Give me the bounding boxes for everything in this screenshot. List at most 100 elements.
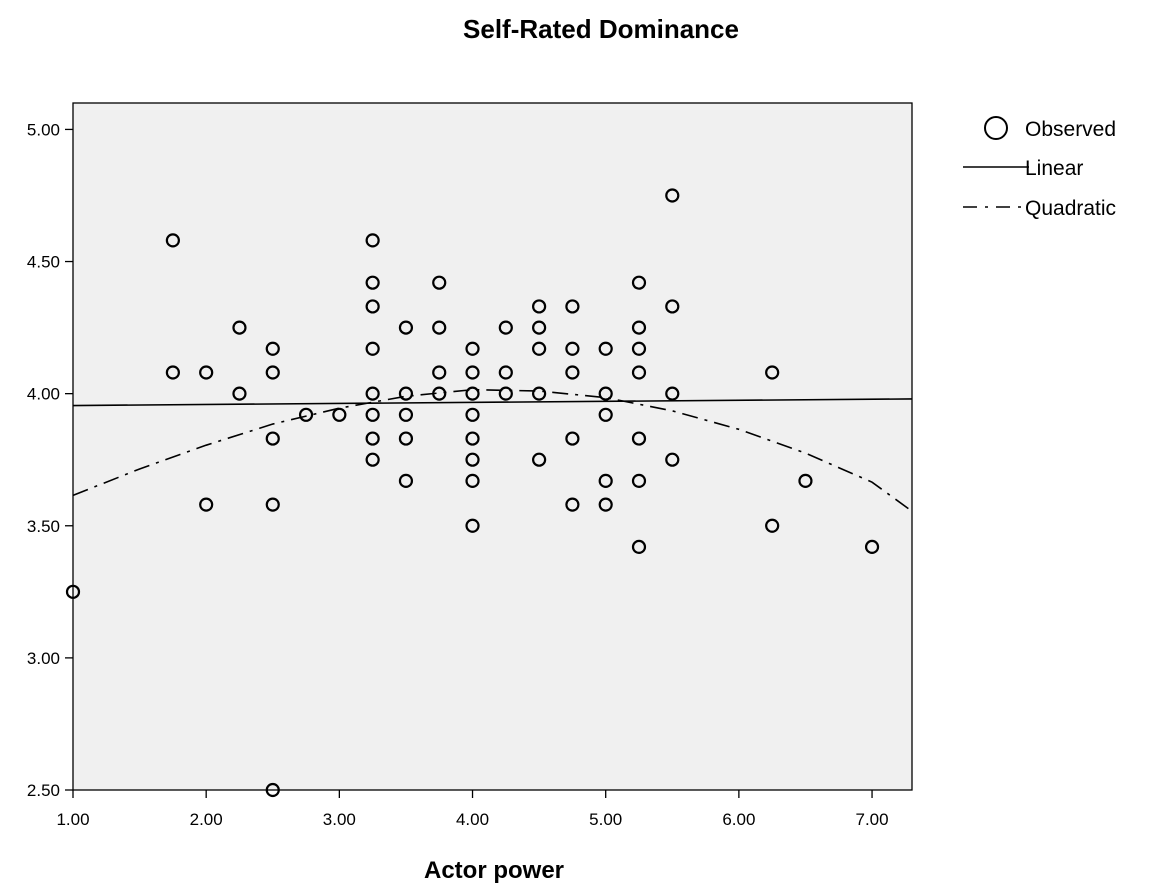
plot-content [73, 388, 912, 512]
observed-point [432, 386, 447, 401]
observed-point [265, 341, 280, 356]
observed-point [565, 497, 580, 512]
observed-point [432, 320, 447, 335]
observed-point [598, 341, 613, 356]
legend-label: Quadratic [1025, 197, 1116, 220]
observed-point [332, 407, 347, 422]
observed-point [598, 407, 613, 422]
x-tick-label: 5.00 [589, 810, 622, 829]
observed-point [665, 188, 680, 203]
y-tick-label: 4.00 [27, 385, 60, 404]
observed-point [565, 365, 580, 380]
observed-point [432, 365, 447, 380]
observed-point [665, 386, 680, 401]
observed-point [631, 275, 647, 290]
observed-point [65, 584, 81, 599]
legend-label: Observed [1025, 118, 1116, 141]
observed-point [765, 365, 780, 380]
observed-point [165, 233, 180, 248]
observed-point [365, 407, 380, 422]
x-tick-label: 6.00 [722, 810, 755, 829]
observed-point [199, 497, 214, 512]
linear-fit-line [73, 398, 912, 407]
observed-point [465, 518, 480, 533]
y-tick-label: 4.50 [27, 253, 60, 272]
observed-point [532, 341, 547, 356]
observed-point [565, 341, 580, 356]
fit-lines [73, 388, 912, 512]
observed-point [498, 320, 513, 335]
observed-point [665, 299, 680, 314]
observed-point [199, 365, 214, 380]
observed-point [665, 452, 680, 467]
observed-point [631, 431, 647, 446]
observed-point [765, 518, 780, 533]
observed-point [465, 452, 480, 467]
x-tick-label: 4.00 [456, 810, 489, 829]
y-tick-label: 5.00 [27, 120, 60, 139]
observed-point [532, 386, 547, 401]
observed-point [631, 341, 647, 356]
observed-point [598, 473, 613, 488]
observed-point [165, 365, 180, 380]
observed-point [631, 320, 647, 335]
observed-point [232, 320, 247, 335]
observed-point [265, 431, 280, 446]
observed-point [265, 782, 280, 798]
observed-point [532, 299, 547, 314]
y-tick-label: 3.00 [27, 649, 60, 668]
observed-point [365, 275, 380, 290]
observed-point [532, 452, 547, 467]
observed-point [532, 320, 547, 335]
observed-point [298, 407, 314, 422]
x-axis: 1.00 2.00 3.00 4.00 5.00 6.00 7.00 [56, 790, 889, 829]
observed-point [398, 320, 414, 335]
observed-point [365, 452, 380, 467]
observed-point [398, 431, 414, 446]
x-tick-label: 3.00 [323, 810, 356, 829]
observed-points [65, 188, 880, 798]
observed-point [631, 539, 647, 555]
observed-point [365, 431, 380, 446]
observed-point [465, 365, 480, 380]
observed-point [265, 497, 280, 512]
observed-point [598, 497, 613, 512]
observed-point [465, 473, 480, 488]
plot-area [72, 102, 913, 791]
observed-point [365, 233, 380, 248]
observed-point [598, 386, 613, 401]
legend-observed-symbol [984, 116, 1008, 140]
observed-point [232, 386, 247, 401]
observed-point [864, 539, 880, 555]
x-tick-label: 7.00 [856, 810, 889, 829]
observed-point [565, 299, 580, 314]
chart-title: Self-Rated Dominance [463, 14, 739, 44]
observed-point [465, 431, 480, 446]
observed-point [398, 386, 414, 401]
y-axis: 2.50 3.00 3.50 4.00 4.50 5.00 [27, 120, 73, 800]
y-tick-label: 2.50 [27, 781, 60, 800]
observed-point [798, 473, 813, 488]
observed-point [365, 386, 380, 401]
observed-point [498, 386, 513, 401]
observed-point [498, 365, 513, 380]
observed-point [465, 386, 480, 401]
x-axis-label: Actor power [424, 857, 564, 884]
observed-point [465, 407, 480, 422]
observed-point [565, 431, 580, 446]
observed-point [398, 407, 414, 422]
observed-point [631, 473, 647, 488]
observed-point [631, 365, 647, 380]
observed-point [398, 473, 414, 488]
legend-label: Linear [1025, 157, 1083, 180]
legend: Observed Linear Quadratic [963, 116, 1116, 220]
observed-point [365, 341, 380, 356]
observed-point [265, 365, 280, 380]
observed-point [365, 299, 380, 314]
x-tick-label: 2.00 [190, 810, 223, 829]
x-tick-label: 1.00 [56, 810, 89, 829]
observed-point [432, 275, 447, 290]
observed-point [465, 341, 480, 356]
y-tick-label: 3.50 [27, 517, 60, 536]
